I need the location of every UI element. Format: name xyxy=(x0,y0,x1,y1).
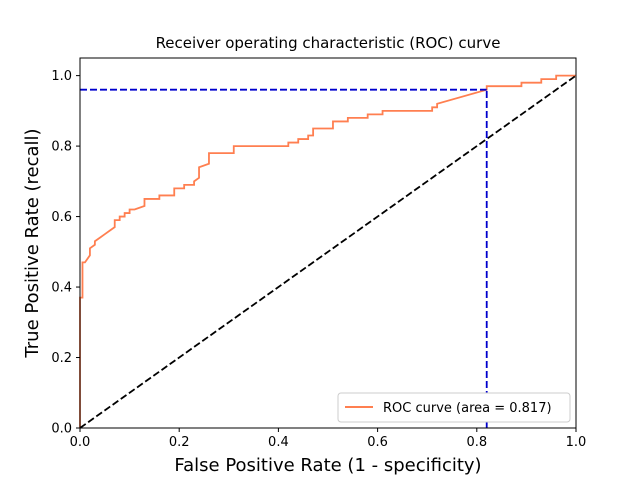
y-tick-label: 1.0 xyxy=(51,69,72,84)
y-tick-label: 0.2 xyxy=(51,351,72,366)
chart-title: Receiver operating characteristic (ROC) … xyxy=(156,34,501,52)
roc-curve-line xyxy=(79,74,576,428)
x-axis-label: False Positive Rate (1 - specificity) xyxy=(174,455,481,476)
x-tick-label: 1.0 xyxy=(566,435,587,450)
legend-box xyxy=(337,392,571,423)
y-tick-label: 0.0 xyxy=(51,422,72,437)
x-axis: 0.0 0.2 0.4 0.6 0.8 1.0 xyxy=(70,428,587,450)
x-tick-label: 0.4 xyxy=(268,435,289,450)
x-tick-label: 0.2 xyxy=(169,435,190,450)
plot-area-frame xyxy=(79,57,577,429)
y-tick-label: 0.8 xyxy=(51,140,72,155)
y-axis: 0.0 0.2 0.4 0.6 0.8 1.0 xyxy=(51,69,80,437)
y-tick-label: 0.4 xyxy=(51,281,72,296)
legend-entry-roc-curve: ROC curve (area = 0.817) xyxy=(383,401,552,416)
y-axis-label: True Positive Rate (recall) xyxy=(22,128,43,358)
y-tick-label: 0.6 xyxy=(51,210,72,225)
x-tick-label: 0.6 xyxy=(367,435,388,450)
x-tick-label: 0.0 xyxy=(70,435,91,450)
legend: ROC curve (area = 0.817) xyxy=(337,392,571,423)
x-tick-label: 0.8 xyxy=(466,435,487,450)
series-layer xyxy=(79,74,577,429)
chance-diagonal-line xyxy=(79,74,577,429)
